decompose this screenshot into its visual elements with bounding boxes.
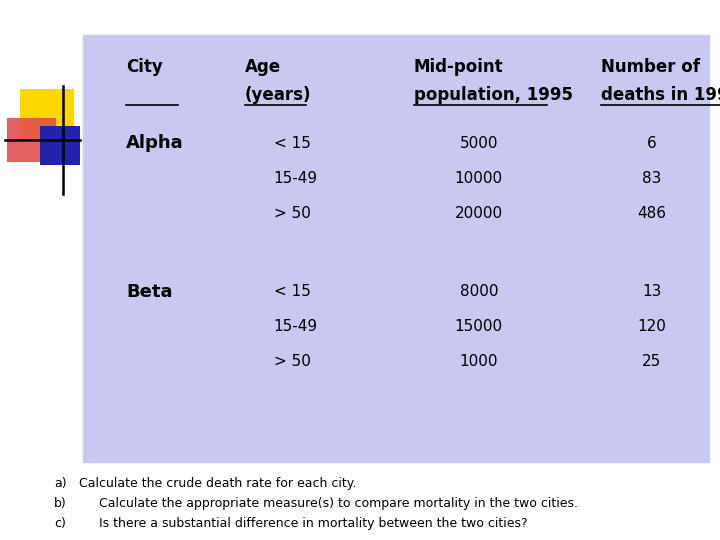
Text: b): b) — [54, 497, 67, 510]
Text: < 15: < 15 — [274, 136, 310, 151]
Text: Alpha: Alpha — [126, 134, 184, 152]
Text: Age: Age — [245, 58, 281, 77]
FancyBboxPatch shape — [7, 118, 56, 162]
FancyBboxPatch shape — [20, 89, 74, 140]
Text: 486: 486 — [637, 206, 666, 221]
Text: 25: 25 — [642, 354, 661, 369]
Text: 10000: 10000 — [455, 171, 503, 186]
Text: 6: 6 — [647, 136, 657, 151]
Text: Is there a substantial difference in mortality between the two cities?: Is there a substantial difference in mor… — [79, 517, 528, 530]
Text: 1000: 1000 — [459, 354, 498, 369]
Text: 20000: 20000 — [455, 206, 503, 221]
Text: > 50: > 50 — [274, 354, 310, 369]
Text: 15000: 15000 — [455, 319, 503, 334]
Text: Mid-point: Mid-point — [414, 58, 503, 77]
Text: City: City — [126, 58, 163, 77]
Text: deaths in 1995: deaths in 1995 — [601, 85, 720, 104]
Text: Calculate the appropriate measure(s) to compare mortality in the two cities.: Calculate the appropriate measure(s) to … — [79, 497, 578, 510]
Text: 5000: 5000 — [459, 136, 498, 151]
Text: 13: 13 — [642, 284, 661, 299]
FancyBboxPatch shape — [40, 126, 80, 165]
Text: 8000: 8000 — [459, 284, 498, 299]
Text: 15-49: 15-49 — [274, 171, 318, 186]
Text: a): a) — [54, 477, 67, 490]
FancyBboxPatch shape — [83, 35, 709, 462]
Text: Calculate the crude death rate for each city.: Calculate the crude death rate for each … — [79, 477, 356, 490]
Text: > 50: > 50 — [274, 206, 310, 221]
Text: Number of: Number of — [601, 58, 700, 77]
Text: population, 1995: population, 1995 — [414, 85, 573, 104]
Text: 15-49: 15-49 — [274, 319, 318, 334]
Text: (years): (years) — [245, 85, 311, 104]
Text: 120: 120 — [637, 319, 666, 334]
Text: < 15: < 15 — [274, 284, 310, 299]
Text: 83: 83 — [642, 171, 661, 186]
Text: c): c) — [54, 517, 66, 530]
Text: Beta: Beta — [126, 282, 173, 301]
